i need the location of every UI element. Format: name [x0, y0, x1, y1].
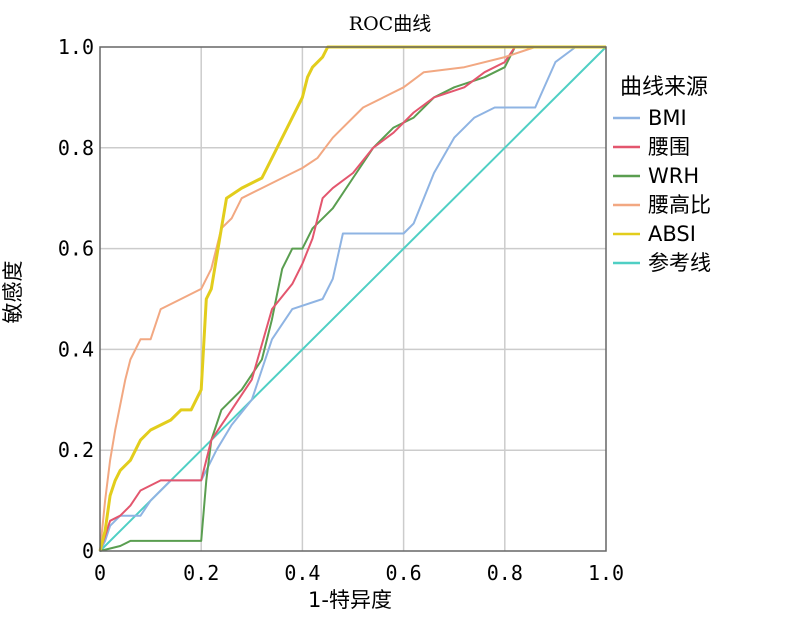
legend-label: ABSI [648, 222, 696, 246]
chart-title: ROC曲线 [349, 13, 431, 35]
y-tick-labels: 0 0.2 0.4 0.6 0.8 1.0 [58, 35, 94, 563]
y-tick-label: 0.8 [58, 136, 94, 160]
y-axis-label: 敏感度 [1, 261, 25, 324]
x-tick-label: 1.0 [588, 561, 624, 585]
legend-label: 参考线 [648, 251, 711, 275]
legend: BMI 腰围 WRH 腰高比 ABSI 参考线 [613, 106, 711, 275]
legend-label: 腰高比 [648, 193, 711, 217]
x-tick-label: 0.4 [284, 561, 320, 585]
x-tick-label: 0.6 [386, 561, 422, 585]
x-tick-label: 0 [94, 561, 106, 585]
legend-title: 曲线来源 [620, 75, 708, 100]
series-line-2 [99, 46, 606, 552]
series-line-reference [99, 46, 607, 552]
y-tick-label: 0 [82, 539, 94, 563]
x-axis-label: 1-特异度 [308, 588, 392, 612]
grid [100, 47, 606, 551]
y-tick-label: 1.0 [58, 35, 94, 59]
y-tick-label: 0.4 [58, 337, 94, 361]
x-tick-labels: 0 0.2 0.4 0.6 0.8 1.0 [94, 561, 624, 585]
series-group [98, 45, 607, 552]
y-tick-label: 0.6 [58, 237, 94, 261]
series-line-1 [99, 46, 606, 552]
legend-label: BMI [648, 106, 687, 130]
y-tick-label: 0.2 [58, 438, 94, 462]
series-line-0 [99, 46, 606, 552]
x-tick-label: 0.8 [487, 561, 523, 585]
series-line-3 [99, 46, 606, 552]
legend-label: 腰围 [648, 135, 690, 159]
series-line-4 [98, 45, 606, 552]
legend-label: WRH [648, 164, 699, 188]
x-tick-label: 0.2 [183, 561, 219, 585]
plot-frame [99, 46, 607, 552]
